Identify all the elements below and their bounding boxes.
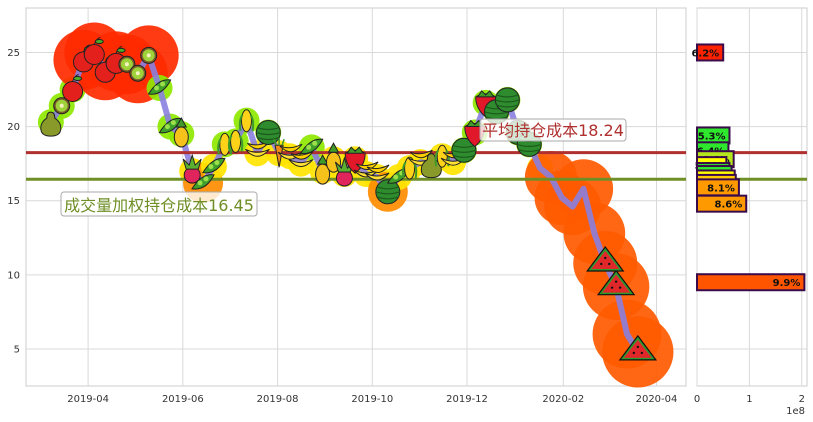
side-x-tick-label: 2 <box>799 394 805 405</box>
radish-icon <box>182 153 202 184</box>
watermelon-icon <box>375 179 401 205</box>
pea-pod-icon <box>202 157 226 174</box>
kiwi-icon <box>53 97 71 115</box>
side-x-tick-label: 1 <box>746 394 752 405</box>
volume-bar-label: 6.2% <box>691 48 719 59</box>
volume-bar <box>696 43 725 62</box>
kiwi-icon <box>129 64 147 82</box>
radish-icon <box>334 156 354 187</box>
pea-pod-icon <box>299 138 324 155</box>
watermelon-icon <box>494 87 520 113</box>
watermelon-slice-icon <box>618 334 658 361</box>
cost-annotation-box <box>479 118 627 142</box>
pineapple-icon <box>315 154 331 185</box>
carrot-icon <box>273 138 285 168</box>
cost-annotation-box <box>60 191 258 217</box>
watermelon-slice-icon <box>586 245 625 272</box>
volume-bar <box>696 273 806 292</box>
side-x-multiplier: 1e8 <box>786 406 805 417</box>
pea-pod-icon <box>191 174 215 190</box>
volume-bar-label: 8.1% <box>707 183 735 194</box>
watermelon-icon <box>451 137 477 163</box>
pear-icon <box>40 111 62 137</box>
x-tick-label: 2020-04 <box>636 394 678 405</box>
cost-annotation-label: 平均持仓成本18.24 <box>482 121 624 140</box>
pea-pod-icon <box>147 79 172 95</box>
corn-icon <box>227 129 244 153</box>
x-tick-label: 2019-08 <box>257 394 299 405</box>
banana-icon <box>364 164 390 181</box>
fruit-markers <box>40 37 658 361</box>
corn-icon <box>238 109 255 133</box>
x-tick-label: 2019-04 <box>67 394 109 405</box>
volume-bar-label: 5.3% <box>698 131 726 142</box>
volume-bars: 6.2%5.3%6.4%6.4%5.2%5.7%6.0%6.9%7.8%8.1%… <box>691 43 806 292</box>
volume-bar-label: 8.6% <box>715 200 743 211</box>
corn-icon <box>401 156 418 180</box>
y-tick-label: 10 <box>7 270 20 281</box>
volume-bar <box>696 194 748 213</box>
y-tick-label: 15 <box>7 196 20 207</box>
pineapple-icon <box>173 116 189 148</box>
banana-icon <box>288 151 314 168</box>
y-tick-label: 20 <box>7 122 20 133</box>
x-tick-label: 2019-12 <box>446 394 488 405</box>
cost-annotation-label: 成交量加权持仓成本16.45 <box>64 196 254 215</box>
kiwi-icon <box>140 46 158 64</box>
x-tick-label: 2020-02 <box>542 394 584 405</box>
apple-icon <box>83 37 105 65</box>
side-x-tick-label: 0 <box>694 394 700 405</box>
x-tick-label: 2019-06 <box>162 394 204 405</box>
x-tick-label: 2019-10 <box>351 394 393 405</box>
apple-icon <box>62 74 84 102</box>
volume-bar-label: 9.9% <box>773 278 801 289</box>
y-tick-label: 25 <box>7 48 20 59</box>
pineapple-icon <box>326 142 341 173</box>
watermelon-slice-icon <box>596 269 636 296</box>
y-tick-label: 5 <box>14 344 20 355</box>
cost-annotations: 平均持仓成本18.24 成交量加权持仓成本16.45 <box>60 118 627 217</box>
pea-pod-icon <box>158 117 183 134</box>
watermelon-icon <box>255 120 281 145</box>
